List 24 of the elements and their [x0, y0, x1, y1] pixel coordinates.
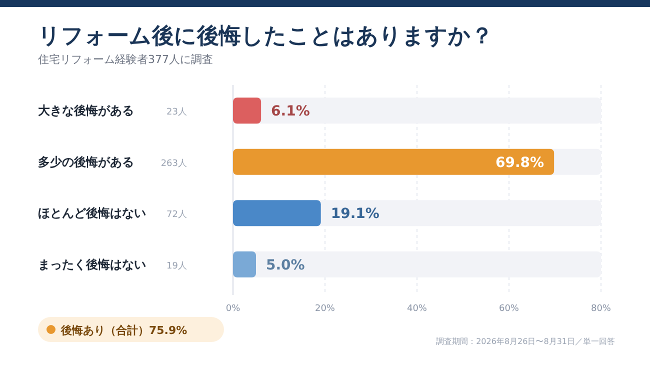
x-tick-label: 60% — [498, 304, 520, 314]
data-label: 19.1% — [330, 206, 380, 222]
bar — [233, 251, 256, 278]
text: 263人 — [160, 158, 187, 169]
bar — [233, 98, 262, 124]
text: 調査期間：2026年8月26日〜8月31日／単一回答 — [436, 337, 615, 346]
data-label: 69.8% — [496, 154, 544, 171]
bar — [233, 200, 321, 226]
y-tick-label: まったく後悔はない — [38, 257, 146, 272]
x-tick-label: 20% — [314, 304, 336, 314]
chart-title: リフォーム後に後悔したことはありますか？ — [38, 24, 493, 49]
text: 23人 — [166, 106, 187, 118]
y-tick-label: ほとんど後悔はない — [38, 206, 146, 220]
text: 住宅リフォーム経験者377人に調査 — [38, 53, 213, 66]
data-label: 6.1% — [271, 104, 310, 120]
text: 19人 — [166, 260, 187, 272]
x-tick-label: 40% — [406, 304, 428, 314]
y-tick-label: 多少の後悔がある — [38, 154, 134, 169]
text: 72人 — [166, 209, 187, 220]
x-tick-label: 0% — [226, 304, 241, 314]
y-tick-label: 大きな後悔がある — [38, 104, 134, 118]
text: 後悔あり（合計）75.9% — [60, 324, 188, 337]
data-label: 5.0% — [266, 257, 305, 274]
x-tick-label: 80% — [590, 304, 612, 314]
